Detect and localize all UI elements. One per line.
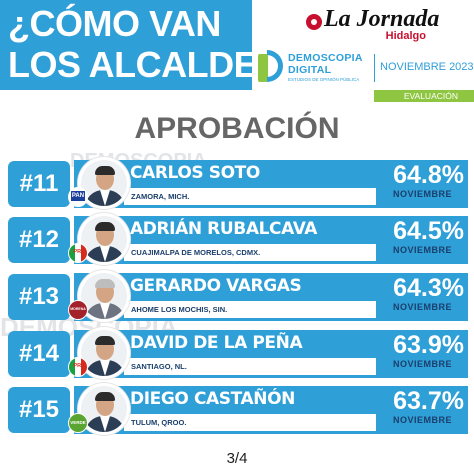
section-title: APROBACIÓN (134, 112, 340, 145)
approval-month: NOVIEMBRE (392, 359, 452, 369)
party-label: PRI (73, 249, 83, 255)
mayor-name: ADRIÁN RUBALCAVA (130, 219, 318, 239)
mayor-photo (78, 327, 130, 379)
mayor-name: CARLOS SOTO (130, 163, 260, 183)
mayor-location: TULUM, QROO. (131, 418, 187, 427)
approval-value: 64.5% (393, 217, 464, 245)
header-banner: ¿CÓMO VAN LOS ALCALDES? (0, 0, 303, 90)
ranking-row: #15 DIEGO CASTAÑÓN TULUM, QROO. 63.7% NO… (0, 383, 474, 435)
page-indicator: 3/4 (226, 450, 248, 467)
rank-badge: #12 (8, 217, 70, 263)
approval-value: 63.9% (393, 331, 464, 359)
la-jornada-region: Hidalgo (385, 30, 426, 42)
party-label: PRI (73, 363, 83, 369)
mayor-photo (78, 213, 130, 265)
mayor-card: DIEGO CASTAÑÓN TULUM, QROO. 63.7% NOVIEM… (74, 386, 468, 434)
mayor-location: AHOME LOS MOCHIS, SIN. (131, 305, 228, 314)
approval-value: 64.8% (393, 161, 464, 189)
ranking-row: #14 DAVID DE LA PEÑA SANTIAGO, NL. 63.9%… (0, 327, 474, 379)
pan-logo-icon: PAN (68, 187, 88, 207)
pvem-logo-icon: VERDE (68, 413, 88, 433)
morena-logo-icon: MORENA (68, 300, 88, 320)
mayor-location-strip: ZAMORA, MICH. (124, 188, 376, 205)
evaluation-badge-label: EVALUACIÓN (403, 91, 458, 101)
mayor-card: GERARDO VARGAS AHOME LOS MOCHIS, SIN. 64… (74, 273, 468, 321)
approval-value: 64.3% (393, 274, 464, 302)
mayor-location-strip: AHOME LOS MOCHIS, SIN. (124, 301, 376, 318)
rank-badge: #15 (8, 387, 70, 433)
pollster-tagline: ESTUDIOS DE OPINIÓN PÚBLICA (288, 77, 360, 82)
party-label: PAN (71, 191, 85, 201)
rank-badge: #14 (8, 331, 70, 377)
rank-badge: #13 (8, 274, 70, 320)
demoscopia-logo-icon (258, 50, 284, 84)
mayor-photo (78, 270, 130, 322)
ranking-row: #12 ADRIÁN RUBALCAVA CUAJIMALPA DE MOREL… (0, 213, 474, 265)
la-jornada-wordmark: La Jornada (324, 6, 440, 32)
la-jornada-logo: La Jornada Hidalgo (306, 6, 439, 42)
party-label: VERDE (70, 420, 86, 425)
pollster-bar: DEMOSCOPIA DIGITAL ESTUDIOS DE OPINIÓN P… (252, 46, 474, 90)
pri-logo-icon: PRI (68, 243, 88, 263)
mayor-card: CARLOS SOTO ZAMORA, MICH. 64.8% NOVIEMBR… (74, 160, 468, 208)
approval-value: 63.7% (393, 387, 464, 415)
mayor-name: DAVID DE LA PEÑA (130, 333, 303, 353)
mayor-location-strip: CUAJIMALPA DE MORELOS, CDMX. (124, 244, 376, 261)
approval-month: NOVIEMBRE (392, 302, 452, 312)
pri-logo-icon: PRI (68, 357, 88, 377)
mayor-photo (78, 157, 130, 209)
mayor-card: ADRIÁN RUBALCAVA CUAJIMALPA DE MORELOS, … (74, 216, 468, 264)
approval-month: NOVIEMBRE (392, 245, 452, 255)
rank-badge: #11 (8, 161, 70, 207)
mayor-name: DIEGO CASTAÑÓN (130, 389, 295, 409)
pollster-divider (374, 54, 375, 82)
la-jornada-mark-icon (306, 14, 322, 30)
page-title-line1: ¿CÓMO VAN (8, 3, 221, 44)
ranking-row: #11 CARLOS SOTO ZAMORA, MICH. 64.8% NOVI… (0, 157, 474, 209)
mayor-location: ZAMORA, MICH. (131, 192, 190, 201)
mayor-name: GERARDO VARGAS (130, 276, 302, 296)
approval-month: NOVIEMBRE (392, 189, 452, 199)
pollster-name-line2: DIGITAL (288, 64, 332, 76)
mayor-location-strip: TULUM, QROO. (124, 414, 376, 431)
mayor-location-strip: SANTIAGO, NL. (124, 358, 376, 375)
pollster-date: NOVIEMBRE 2023 (380, 61, 474, 73)
evaluation-badge: EVALUACIÓN (374, 90, 474, 102)
ranking-row: #13 GERARDO VARGAS AHOME LOS MOCHIS, SIN… (0, 270, 474, 322)
pollster-name-line1: DEMOSCOPIA (288, 52, 363, 64)
approval-month: NOVIEMBRE (392, 415, 452, 425)
mayor-location: CUAJIMALPA DE MORELOS, CDMX. (131, 248, 261, 257)
mayor-card: DAVID DE LA PEÑA SANTIAGO, NL. 63.9% NOV… (74, 330, 468, 378)
party-label: MORENA (70, 307, 86, 311)
mayor-location: SANTIAGO, NL. (131, 362, 187, 371)
